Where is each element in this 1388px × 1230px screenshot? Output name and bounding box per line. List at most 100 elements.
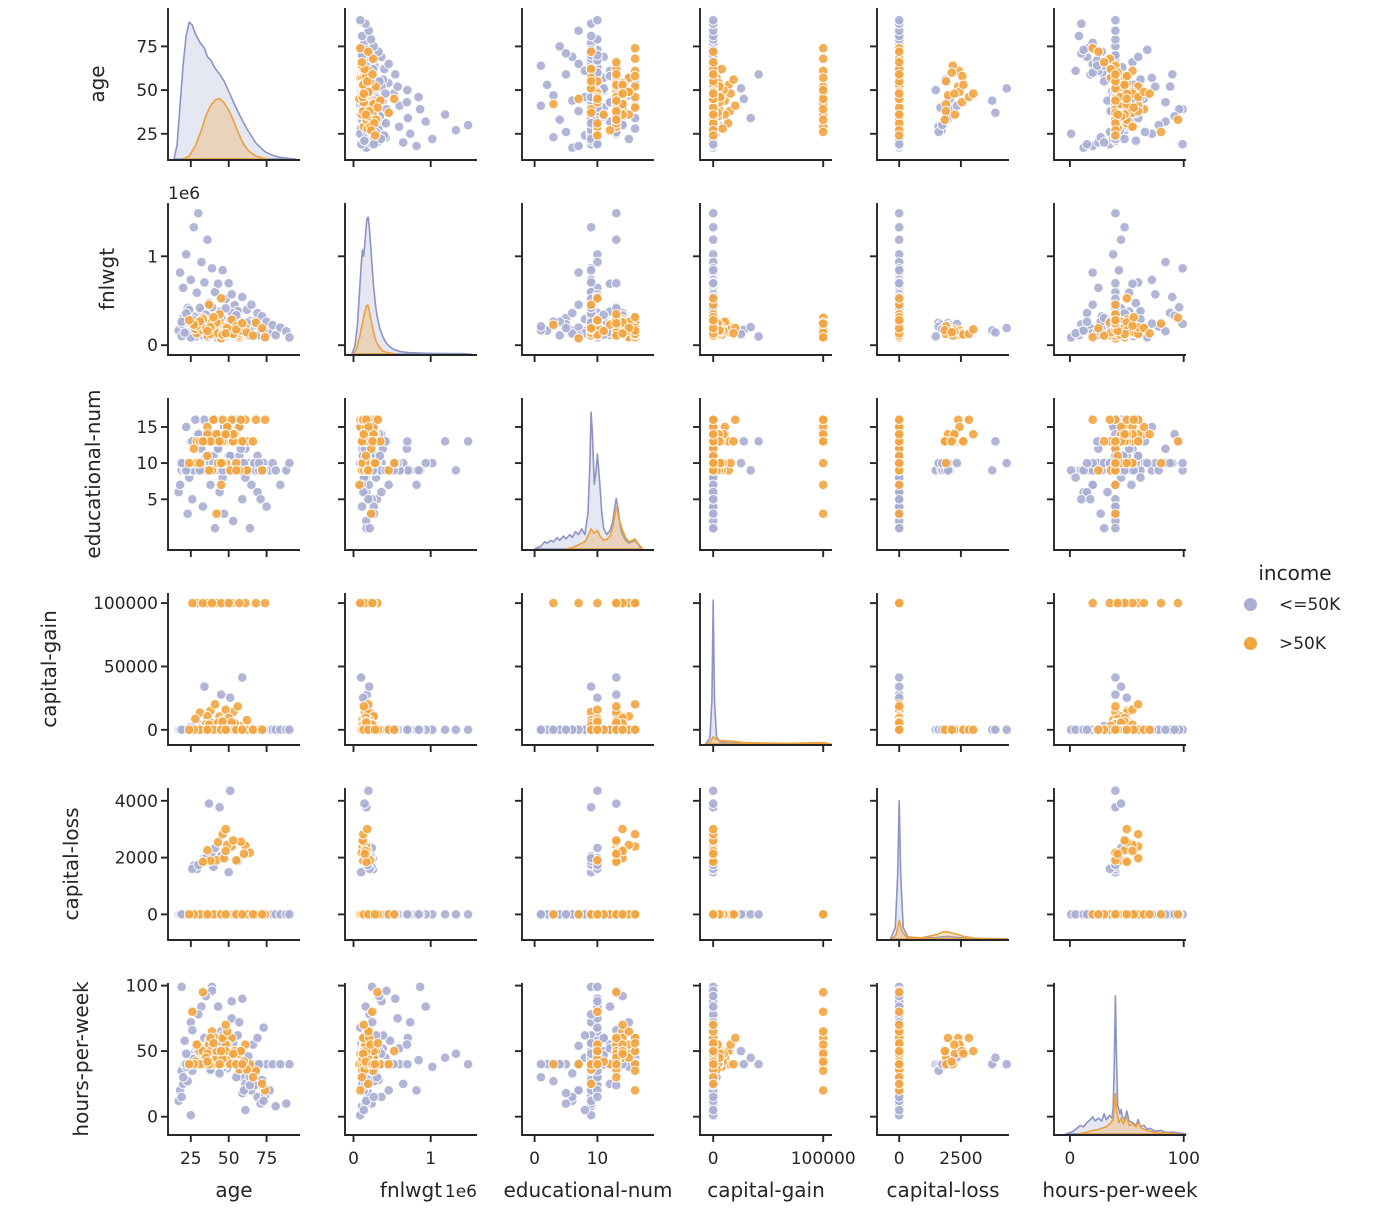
data-point [413, 465, 424, 476]
data-point [194, 302, 206, 314]
data-point [383, 107, 395, 119]
data-point [967, 88, 979, 99]
data-point [893, 234, 905, 246]
scatter-points-gt50k [183, 293, 271, 344]
data-point [817, 414, 829, 426]
data-point [186, 597, 198, 609]
data-point [215, 293, 227, 304]
data-point [946, 67, 958, 78]
data-point [223, 277, 235, 289]
data-point [560, 48, 572, 59]
data-point [388, 93, 400, 105]
data-point [182, 508, 194, 520]
data-point [1110, 69, 1121, 80]
data-point [707, 46, 719, 58]
data-point [402, 84, 413, 96]
data-point [1115, 234, 1127, 246]
data-point [573, 267, 584, 278]
data-point [535, 724, 547, 736]
data-point [1113, 264, 1125, 276]
data-point [946, 436, 958, 447]
data-point [707, 14, 719, 26]
data-point [1087, 331, 1099, 343]
cell-fnlwgt-vs-age [161, 203, 300, 362]
data-point [893, 207, 905, 219]
scatter-points-gt50k [893, 42, 979, 141]
data-point [817, 53, 829, 65]
data-point [707, 508, 719, 520]
data-point [548, 131, 559, 143]
data-point [1128, 102, 1140, 113]
data-point [1081, 457, 1093, 469]
cell-fnlwgt-vs-educational-num [515, 203, 654, 362]
data-point [206, 597, 218, 609]
data-point [1132, 699, 1144, 710]
data-point [573, 140, 584, 152]
data-point [893, 724, 905, 736]
data-point [585, 107, 597, 119]
data-point [738, 436, 750, 447]
data-point [1146, 72, 1158, 84]
data-point [893, 109, 905, 120]
data-point [617, 88, 628, 99]
data-point [541, 79, 553, 91]
data-point [404, 128, 416, 140]
data-point [274, 479, 286, 491]
data-point [893, 14, 905, 26]
scatter-points-gt50k [183, 597, 271, 736]
data-point [585, 46, 597, 58]
data-point [990, 327, 1001, 338]
data-point [202, 325, 213, 337]
data-point [232, 701, 244, 712]
data-point [1081, 316, 1093, 328]
cell-capital-gain-vs-age [161, 593, 300, 752]
data-point [1093, 724, 1104, 736]
data-point [1110, 130, 1121, 141]
cell-age-vs-hours-per-week [1047, 8, 1188, 167]
data-point [183, 314, 195, 326]
data-point [1141, 457, 1153, 469]
data-point [199, 681, 210, 692]
data-point [1110, 299, 1121, 311]
data-point [930, 84, 942, 96]
data-point [203, 299, 215, 311]
data-point [585, 264, 597, 276]
data-point [1093, 322, 1104, 334]
data-point [893, 701, 905, 712]
data-point [426, 133, 438, 145]
data-point [610, 207, 622, 219]
data-point [707, 138, 719, 150]
data-point [535, 100, 547, 112]
data-point [1098, 56, 1110, 68]
data-point [1075, 493, 1087, 505]
data-point [629, 102, 641, 113]
data-point [450, 465, 462, 476]
data-point [1098, 137, 1110, 148]
cell-fnlwgt-vs-capital-gain [693, 203, 832, 362]
data-point [203, 465, 215, 476]
data-point [1119, 221, 1130, 233]
data-point [284, 724, 295, 736]
data-point [1112, 109, 1124, 120]
data-point [707, 88, 719, 99]
data-point [893, 138, 905, 150]
data-point [392, 81, 403, 92]
data-point [236, 317, 248, 329]
data-point [986, 95, 998, 106]
data-point [817, 42, 829, 54]
data-point [967, 428, 979, 440]
data-point [1121, 93, 1133, 105]
data-point [893, 428, 905, 440]
cell-capital-gain-vs-educational-num [515, 593, 654, 752]
data-point [1119, 133, 1130, 145]
data-point [707, 69, 719, 80]
data-point [197, 436, 209, 447]
data-point [1128, 414, 1140, 426]
scatter-points-gt50k [707, 293, 829, 344]
scatter-points-gt50k [707, 42, 829, 141]
data-point [361, 76, 373, 87]
data-point [729, 100, 741, 112]
data-point [367, 436, 378, 447]
data-point [610, 701, 622, 712]
data-point [951, 457, 963, 469]
